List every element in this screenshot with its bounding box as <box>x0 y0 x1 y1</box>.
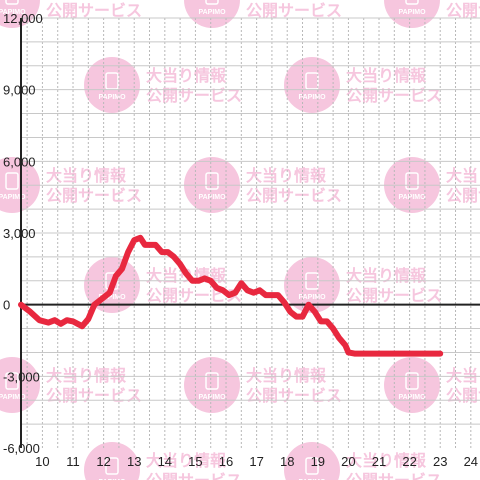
y-tick-label: -3,000 <box>3 369 40 384</box>
watermark-logo <box>184 0 240 28</box>
x-tick-label: 19 <box>311 454 325 469</box>
x-tick-label: 18 <box>280 454 294 469</box>
watermark-line2: 公開サービス <box>246 1 342 20</box>
watermark-line1: 大当り情報 <box>246 166 327 185</box>
y-tick-label: 9,000 <box>3 83 36 98</box>
phone-icon <box>205 372 219 390</box>
watermark-line1: 大当り情報 <box>346 66 427 85</box>
watermark-logo-text: PAPIMO <box>298 294 326 301</box>
x-tick-label: 13 <box>127 454 141 469</box>
x-tick-label: 14 <box>158 454 172 469</box>
y-tick-label: 0 <box>3 298 10 313</box>
x-tick-label: 20 <box>341 454 355 469</box>
watermark-line2: 公開サービス <box>446 186 480 205</box>
watermark-line1: 大当り情報 <box>346 266 427 285</box>
phone-icon <box>5 172 19 190</box>
watermark-line1: 大当り情報 <box>46 166 127 185</box>
watermark-line1: 大当り情報 <box>346 451 427 470</box>
watermark-logo-text: PAPIMO <box>398 9 426 16</box>
x-tick-label: 21 <box>372 454 386 469</box>
phone-icon <box>5 0 19 5</box>
watermark-line2: 公開サービス <box>46 1 142 20</box>
x-tick-label: 16 <box>219 454 233 469</box>
watermark-logo <box>184 357 240 413</box>
phone-icon <box>405 372 419 390</box>
x-tick-label: 23 <box>433 454 447 469</box>
watermark-line1: 大当り情報 <box>446 366 480 385</box>
watermark-logo <box>84 57 140 113</box>
x-tick-label: 10 <box>35 454 49 469</box>
watermark-line2: 公開サービス <box>246 386 342 405</box>
watermark-logo-text: PAPIMO <box>0 194 26 201</box>
watermark-logo-text: PAPIMO <box>298 94 326 101</box>
watermark-logo-text: PAPIMO <box>198 9 226 16</box>
y-tick-label: 12,000 <box>3 11 43 26</box>
watermark-logo <box>0 0 40 28</box>
phone-icon <box>405 172 419 190</box>
phone-icon <box>305 72 319 90</box>
watermark-line2: 公開サービス <box>446 386 480 405</box>
watermark-logo <box>384 357 440 413</box>
x-tick-label: 11 <box>66 454 80 469</box>
y-tick-label: -6,000 <box>3 441 40 456</box>
watermark-logo-text: PAPIMO <box>398 194 426 201</box>
watermark-logo-text: PAPIMO <box>198 194 226 201</box>
watermark-line2: 公開サービス <box>46 386 142 405</box>
watermark-logo <box>0 157 40 213</box>
watermark-line2: 公開サービス <box>146 86 242 105</box>
x-tick-label: 15 <box>188 454 202 469</box>
watermark-line1: 大当り情報 <box>46 366 127 385</box>
watermark-logo-text: PAPIMO <box>0 9 26 16</box>
grid-layer <box>21 17 480 448</box>
y-tick-label: 6,000 <box>3 154 36 169</box>
watermark-line1: 大当り情報 <box>146 66 227 85</box>
watermark-line1: 大当り情報 <box>446 166 480 185</box>
phone-icon <box>405 0 419 5</box>
series-layer <box>18 234 444 357</box>
watermark-line1: 大当り情報 <box>246 366 327 385</box>
phone-icon <box>105 457 119 475</box>
x-tick-label: 22 <box>402 454 416 469</box>
phone-icon <box>205 172 219 190</box>
phone-icon <box>5 372 19 390</box>
watermark-logo-text: PAPIMO <box>98 94 126 101</box>
watermark-line1: 大当り情報 <box>146 451 227 470</box>
watermark-logo <box>284 257 340 313</box>
watermark-line2: 公開サービス <box>346 471 442 480</box>
watermark-logo-text: PAPIMO <box>398 394 426 401</box>
label-layer: -6,000 -3,000 0 3,000 6,000 9,000 12,000 10 11 12… <box>3 11 478 469</box>
watermark-logo-text: PAPIMO <box>198 394 226 401</box>
x-tick-label: 17 <box>249 454 263 469</box>
watermark-logo <box>284 57 340 113</box>
watermark-logo-text: PAPIMO <box>98 294 126 301</box>
phone-icon <box>205 0 219 5</box>
watermark-logo <box>0 357 40 413</box>
watermark-line2: 公開サービス <box>46 186 142 205</box>
watermark-logo-text: PAPIMO <box>0 394 26 401</box>
y-tick-label: 3,000 <box>3 226 36 241</box>
watermark-logo <box>84 442 140 480</box>
watermark-line2: 公開サービス <box>246 186 342 205</box>
x-tick-label: 24 <box>464 454 478 469</box>
watermark-logo <box>284 442 340 480</box>
watermark-line2: 公開サービス <box>146 471 242 480</box>
x-tick-label: 12 <box>96 454 110 469</box>
phone-icon <box>305 457 319 475</box>
watermark-line2: 公開サービス <box>446 1 480 20</box>
phone-icon <box>105 72 119 90</box>
watermark-logo <box>384 0 440 28</box>
